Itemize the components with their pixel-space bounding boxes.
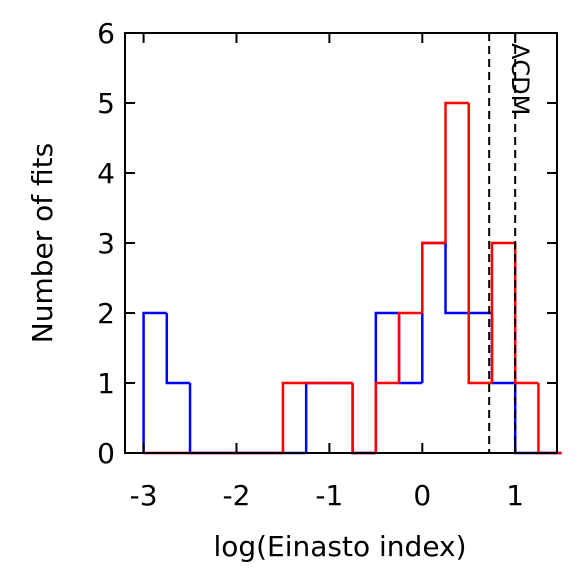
x-tick-label: -3 bbox=[130, 479, 158, 512]
x-axis-label: log(Einasto index) bbox=[213, 530, 466, 563]
histogram-step bbox=[421, 241, 446, 313]
histogram-step bbox=[490, 313, 516, 385]
histogram-step bbox=[397, 313, 423, 385]
histogram-step bbox=[421, 241, 446, 383]
y-tick-label: 0 bbox=[97, 437, 115, 470]
histogram-step bbox=[165, 313, 191, 385]
histogram-step bbox=[444, 101, 469, 243]
x-tick-label: 1 bbox=[506, 479, 524, 512]
y-tick-label: 6 bbox=[97, 17, 115, 50]
histogram-step bbox=[351, 383, 376, 455]
y-axis-label: Number of fits bbox=[26, 143, 59, 343]
y-tick-label: 2 bbox=[97, 297, 115, 330]
histogram-step bbox=[513, 243, 539, 385]
histogram-step bbox=[351, 383, 376, 455]
histogram-step bbox=[444, 243, 469, 315]
histogram-step bbox=[304, 381, 330, 453]
histogram-step bbox=[513, 383, 539, 455]
x-tick-label: -2 bbox=[223, 479, 251, 512]
y-tick-label: 4 bbox=[97, 157, 115, 190]
histogram-step bbox=[397, 311, 423, 383]
x-tick-label: 0 bbox=[413, 479, 431, 512]
histogram-step bbox=[374, 381, 400, 453]
histogram-step bbox=[537, 383, 562, 455]
histogram-step bbox=[142, 311, 167, 453]
y-tick-label: 5 bbox=[97, 87, 115, 120]
reference-label: ΛCDM bbox=[506, 43, 534, 115]
histogram-step bbox=[188, 383, 214, 455]
x-tick-label: -1 bbox=[315, 479, 343, 512]
histogram-step bbox=[467, 103, 492, 385]
histogram-step bbox=[490, 241, 516, 383]
histogram-step bbox=[281, 381, 307, 453]
y-tick-label: 3 bbox=[97, 227, 115, 260]
y-tick-label: 1 bbox=[97, 367, 115, 400]
